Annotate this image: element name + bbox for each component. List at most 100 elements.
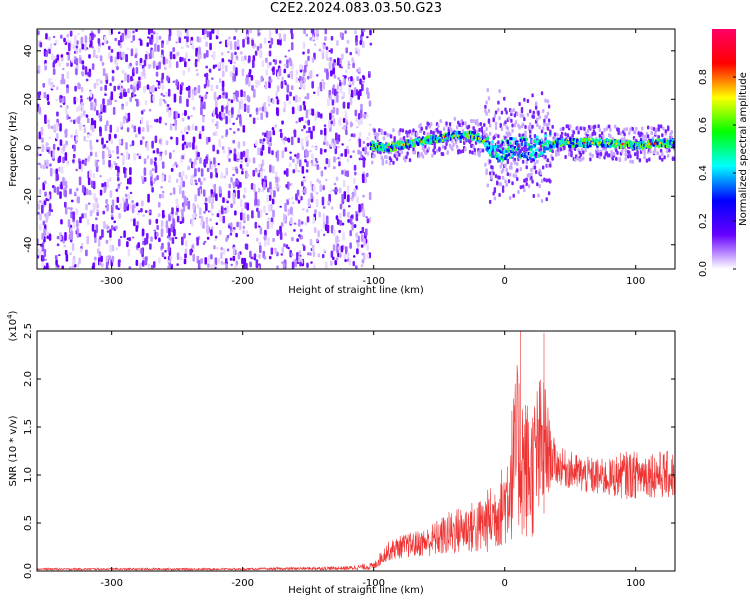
spectrogram-noise-cell — [114, 99, 118, 103]
spectrogram-track-core — [505, 154, 508, 158]
spectrogram-track-halo — [520, 147, 524, 152]
spectrogram-noise-cell — [37, 145, 40, 154]
spectrogram-noise-cell — [161, 43, 164, 49]
spectrogram-noise-cell — [254, 198, 257, 206]
spectrogram-noise-cell — [172, 53, 176, 60]
spectrogram-track-halo — [492, 171, 495, 176]
spectrogram-track-core — [396, 140, 400, 144]
spectrogram-noise-cell — [61, 73, 65, 82]
spectrogram-noise-cell — [98, 112, 102, 119]
spectrogram-track-halo — [655, 127, 658, 132]
spectrogram-noise-cell — [302, 208, 305, 211]
spectrogram-noise-cell — [233, 36, 236, 41]
spectrogram-noise-cell — [156, 148, 159, 154]
spectrogram-noise-cell — [146, 124, 150, 133]
spectrogram-noise-cell — [53, 59, 56, 65]
spectrogram-noise-cell — [231, 107, 234, 115]
spectrogram-noise-cell — [149, 37, 152, 45]
spectrogram-noise-cell — [260, 150, 264, 156]
spectrogram-noise-cell — [269, 181, 272, 190]
spectrogram-noise-cell — [321, 196, 325, 206]
spectrogram-track-halo — [455, 125, 459, 130]
spectrogram-noise-cell — [205, 202, 208, 212]
spectrogram-noise-cell — [125, 142, 128, 150]
spectrogram-noise-cell — [309, 70, 313, 79]
spectrogram-noise-cell — [268, 50, 272, 57]
spectrogram-noise-cell — [237, 127, 240, 132]
spectrogram-noise-cell — [334, 88, 337, 97]
spectrogram-track-halo — [633, 152, 637, 157]
spectrogram-noise-cell — [117, 259, 121, 267]
spectrogram-noise-cell — [64, 152, 68, 161]
spectrogram-noise-cell — [334, 62, 337, 66]
spectrogram-noise-cell — [191, 123, 195, 131]
spectrogram-noise-cell — [347, 219, 350, 223]
spectrogram-noise-cell — [289, 59, 293, 67]
spectrogram-track-halo — [563, 146, 566, 151]
spectrogram-track-halo — [525, 160, 528, 165]
spectrogram-noise-cell — [263, 102, 267, 106]
spectrogram-noise-cell — [293, 129, 297, 138]
spectrogram-noise-cell — [190, 114, 193, 118]
spectrogram-noise-cell — [94, 201, 98, 211]
spectrogram-noise-cell — [181, 209, 184, 218]
spectrogram-noise-cell — [108, 154, 112, 157]
spectrogram-noise-cell — [127, 248, 131, 257]
spectrogram-noise-cell — [81, 159, 85, 165]
spectrogram-track-core — [477, 132, 480, 137]
spectrogram-track-halo — [666, 127, 670, 132]
spectrogram-track-halo — [664, 129, 668, 134]
spectrogram-noise-cell — [294, 258, 298, 268]
spectrogram-noise-cell — [101, 263, 104, 268]
spectrogram-track-halo — [543, 118, 546, 123]
spectrogram-track-halo — [433, 145, 436, 150]
spectrogram-noise-cell — [305, 130, 309, 134]
spectrogram-noise-cell — [43, 180, 47, 185]
spectrogram-track-core — [507, 153, 511, 157]
spectrogram-track-halo — [531, 124, 534, 129]
spectrogram-noise-cell — [316, 178, 319, 183]
spectrogram-noise-cell — [205, 72, 209, 78]
spectrogram-noise-cell — [269, 164, 272, 173]
spectrogram-track-halo — [657, 124, 660, 129]
spectrogram-noise-cell — [244, 55, 247, 61]
spectrogram-noise-cell — [155, 32, 159, 36]
spectrogram-noise-cell — [267, 40, 271, 44]
spectrogram-track-halo — [493, 196, 497, 201]
spectrogram-noise-cell — [216, 213, 220, 218]
spectrogram-noise-cell — [237, 159, 240, 162]
spectrogram-track-halo — [374, 132, 377, 137]
spectrogram-noise-cell — [328, 61, 332, 69]
spectrogram-track-halo — [602, 134, 605, 139]
spectrogram-noise-cell — [45, 142, 49, 147]
spectrogram-noise-cell — [221, 135, 224, 139]
spectrogram-noise-cell — [234, 210, 237, 216]
spectrogram-noise-cell — [232, 122, 235, 126]
spectrogram-noise-cell — [161, 193, 165, 199]
spectrogram-noise-cell — [169, 263, 172, 267]
spectrogram-track-halo — [496, 147, 499, 152]
spectrogram-track-halo — [615, 156, 618, 161]
spectrogram-track-core — [586, 143, 590, 147]
spectrogram-noise-cell — [232, 226, 236, 230]
spectrogram-noise-cell — [147, 36, 150, 39]
spectrogram-noise-cell — [221, 80, 225, 88]
spectrogram-noise-cell — [212, 64, 216, 69]
spectrogram-noise-cell — [48, 233, 52, 241]
spectrogram-noise-cell — [81, 60, 85, 65]
spectrogram-track-halo — [523, 97, 526, 102]
spectrogram-track-core — [486, 136, 489, 140]
spectrogram-noise-cell — [203, 101, 206, 110]
spectrogram-noise-cell — [332, 63, 335, 68]
spectrogram-noise-cell — [70, 119, 73, 123]
spectrogram-noise-cell — [101, 150, 105, 160]
spectrogram-track-core — [493, 144, 497, 149]
spectrogram-track-halo — [485, 100, 488, 105]
spectrogram-noise-cell — [142, 109, 146, 112]
spectrogram-track-core — [583, 137, 586, 142]
spectrogram-noise-cell — [314, 112, 317, 122]
spectrogram-noise-cell — [186, 35, 189, 43]
spectrogram-track-halo — [500, 110, 504, 115]
spectrogram-noise-cell — [80, 163, 84, 172]
spectrogram-noise-cell — [323, 250, 327, 254]
